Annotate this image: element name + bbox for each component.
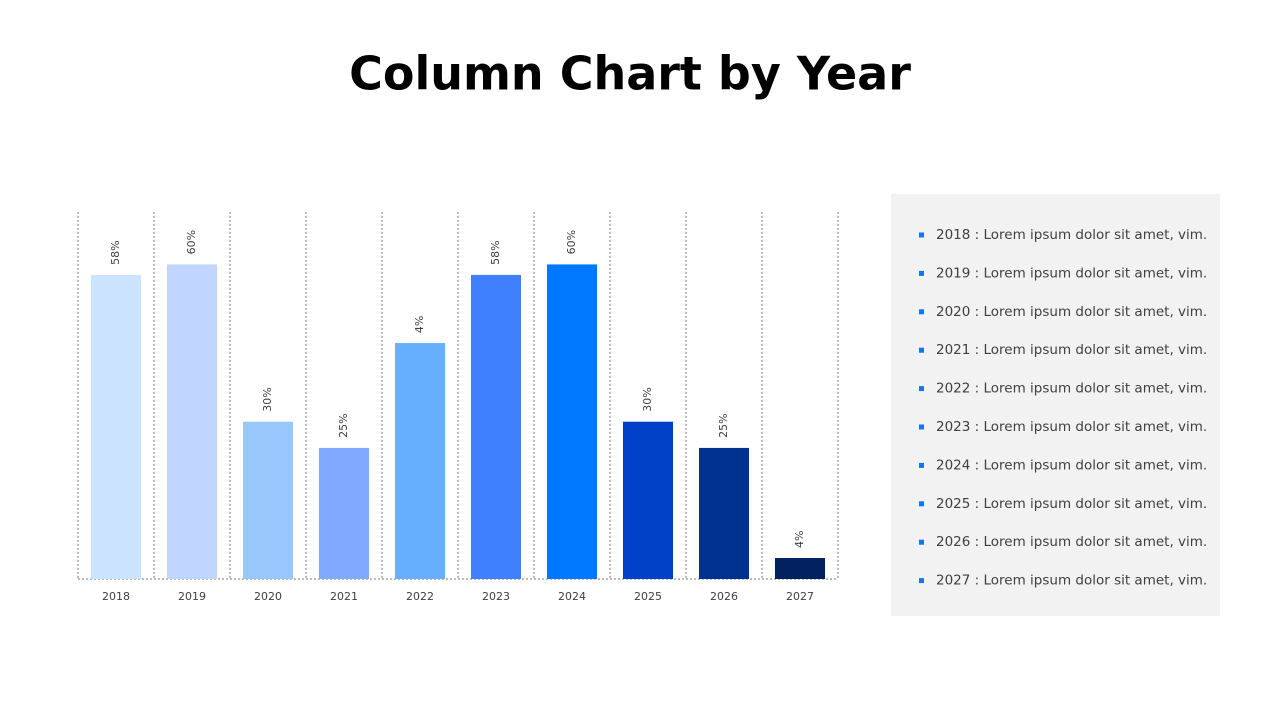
bullet bbox=[919, 539, 924, 545]
note: 2027 : Lorem ipsum dolor sit amet, vim. bbox=[936, 573, 1207, 589]
bullet bbox=[919, 501, 924, 507]
note: 2024 : Lorem ipsum dolor sit amet, vim. bbox=[936, 457, 1207, 473]
data-label: 30% bbox=[641, 387, 654, 411]
x-tick-label: 2022 bbox=[406, 590, 434, 603]
x-tick-label: 2026 bbox=[710, 590, 738, 603]
note: 2022 : Lorem ipsum dolor sit amet, vim. bbox=[936, 381, 1207, 397]
bar bbox=[91, 274, 141, 579]
note: 2026 : Lorem ipsum dolor sit amet, vim. bbox=[936, 534, 1207, 550]
bullet bbox=[919, 232, 924, 238]
bullet bbox=[919, 462, 924, 468]
bullet bbox=[919, 578, 924, 584]
bar bbox=[395, 343, 445, 579]
notes-panel bbox=[891, 194, 1220, 616]
data-label: 30% bbox=[261, 387, 274, 411]
x-tick-label: 2024 bbox=[558, 590, 586, 603]
bullet bbox=[919, 347, 924, 353]
bar bbox=[471, 274, 521, 579]
data-label: 4% bbox=[413, 316, 426, 333]
bar bbox=[547, 264, 597, 579]
bar bbox=[775, 558, 825, 579]
data-label: 58% bbox=[109, 240, 122, 264]
data-label: 25% bbox=[337, 413, 350, 437]
chart-title: Column Chart by Year bbox=[349, 47, 911, 101]
x-tick-label: 2018 bbox=[102, 590, 130, 603]
note: 2023 : Lorem ipsum dolor sit amet, vim. bbox=[936, 419, 1207, 435]
bar bbox=[167, 264, 217, 579]
bullet bbox=[919, 309, 924, 315]
data-label: 58% bbox=[489, 240, 502, 264]
bar bbox=[699, 447, 749, 579]
data-label: 25% bbox=[717, 413, 730, 437]
bar bbox=[243, 421, 293, 579]
note: 2025 : Lorem ipsum dolor sit amet, vim. bbox=[936, 496, 1207, 512]
note: 2019 : Lorem ipsum dolor sit amet, vim. bbox=[936, 265, 1207, 281]
bar bbox=[319, 447, 369, 579]
x-tick-label: 2023 bbox=[482, 590, 510, 603]
data-label: 4% bbox=[793, 531, 806, 548]
data-label: 60% bbox=[565, 230, 578, 254]
data-label: 60% bbox=[185, 230, 198, 254]
x-tick-label: 2020 bbox=[254, 590, 282, 603]
note: 2018 : Lorem ipsum dolor sit amet, vim. bbox=[936, 227, 1207, 243]
bar bbox=[623, 421, 673, 579]
bullet bbox=[919, 270, 924, 276]
x-tick-label: 2021 bbox=[330, 590, 358, 603]
bullet bbox=[919, 424, 924, 430]
x-tick-label: 2019 bbox=[178, 590, 206, 603]
note: 2020 : Lorem ipsum dolor sit amet, vim. bbox=[936, 304, 1207, 320]
note: 2021 : Lorem ipsum dolor sit amet, vim. bbox=[936, 342, 1207, 358]
x-tick-label: 2025 bbox=[634, 590, 662, 603]
bullet bbox=[919, 386, 924, 392]
x-tick-label: 2027 bbox=[786, 590, 814, 603]
